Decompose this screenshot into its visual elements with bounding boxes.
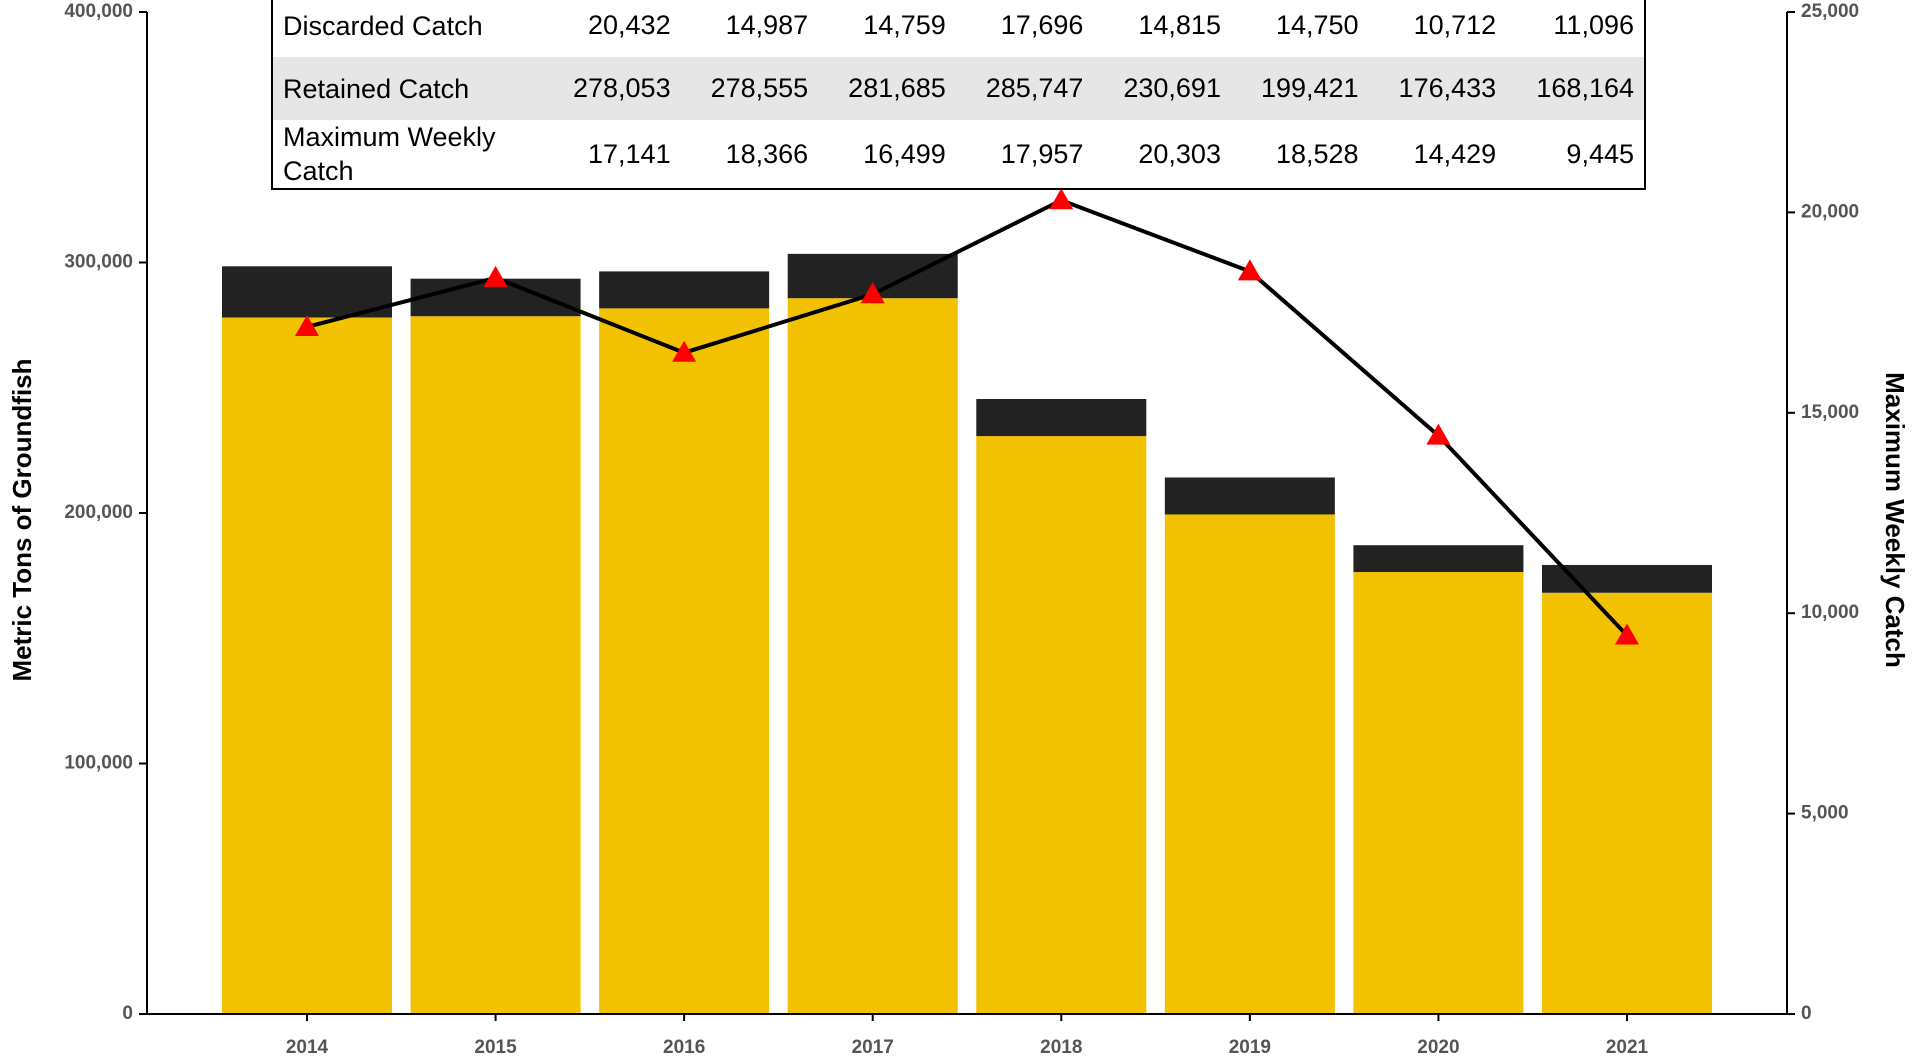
table-cell: 14,815 (1138, 10, 1221, 40)
table-cell: Discarded Catch (283, 10, 483, 41)
table-cell: Retained Catch (283, 73, 470, 104)
y2-tick-label: 15,000 (1801, 402, 1859, 423)
bar-segment (1353, 545, 1524, 573)
table-cell: 230,691 (1123, 73, 1221, 103)
y-tick-label: 100,000 (64, 753, 133, 774)
bar-segment (599, 308, 770, 1014)
line-marker (1615, 623, 1639, 645)
y-tick-label: 0 (122, 1003, 133, 1024)
y2-tick-label: 20,000 (1801, 201, 1859, 222)
y-tick-label: 400,000 (64, 1, 133, 22)
data-table: Discarded Catch 20,432 14,987 14,759 17,696 1… (271, 0, 1646, 190)
line-marker (672, 340, 697, 362)
x-tick-label: 2018 (1040, 1037, 1082, 1058)
line-series (306, 198, 1629, 637)
bar-segment (222, 317, 392, 1014)
bar-segment (599, 271, 770, 309)
table-cell: 14,750 (1275, 10, 1359, 40)
y2-tick-label: 5,000 (1801, 803, 1849, 824)
table-cell: 176,433 (1398, 73, 1497, 103)
y2-tick-label: 25,000 (1801, 1, 1859, 22)
table-row: Maximum Weekly Catch 17,141 18,366 16,499 17… (272, 120, 1645, 189)
x-tick-label: 2016 (663, 1037, 705, 1058)
bar-segment (1542, 592, 1712, 1014)
table-cell: 168,164 (1536, 73, 1634, 103)
x-tick-label: 2015 (474, 1037, 517, 1058)
table-cell: 278,555 (710, 73, 809, 103)
table-cell: 14,987 (725, 10, 809, 40)
table-cell: 14,429 (1413, 138, 1497, 169)
table-cell: 17,957 (1000, 138, 1084, 169)
table-cell: 18,366 (725, 138, 809, 169)
bar-segment (222, 266, 392, 318)
table-cell: 20,303 (1138, 138, 1221, 169)
table-row: Retained Catch 278,053 278,555 281,685 285,7… (272, 57, 1645, 120)
bar-segment (976, 399, 1147, 437)
bar-segment (1164, 514, 1335, 1014)
x-tick-label: 2020 (1417, 1037, 1459, 1058)
table-cell: 281,685 (848, 73, 946, 103)
x-tick-label: 2017 (852, 1037, 894, 1058)
bar-segment (1164, 477, 1335, 515)
table-cell: 10,712 (1413, 10, 1497, 40)
table-cell: 17,696 (1000, 10, 1084, 40)
table-cell: 199,421 (1260, 73, 1359, 103)
x-tick-label: 2019 (1229, 1037, 1271, 1058)
table-cell: 278,053 (572, 73, 671, 103)
y-tick-label: 200,000 (64, 502, 133, 523)
x-tick-label: 2014 (286, 1037, 329, 1058)
y-axis-title: Metric Tons of Groundfish (7, 358, 37, 681)
bar-segment (976, 436, 1147, 1015)
y2-axis-title: Maximum Weekly Catch (1880, 372, 1910, 668)
bar-segment (410, 316, 581, 1014)
table-cell: 285,747 (985, 73, 1084, 103)
table-cell: 9,445 (1566, 138, 1634, 169)
table-cell: Maximum Weekly Catch (283, 122, 496, 186)
line-marker (860, 282, 885, 304)
table-cell: 14,759 (863, 10, 946, 40)
table-cell: 16,499 (863, 138, 946, 169)
y2-tick-label: 10,000 (1801, 602, 1859, 623)
table-cell: 20,432 (588, 10, 671, 40)
line-marker (295, 314, 319, 336)
table-row: Discarded Catch 20,432 14,987 14,759 17,696 1… (272, 0, 1645, 57)
y2-tick-label: 0 (1801, 1003, 1812, 1024)
bar-segment (787, 298, 958, 1015)
y-tick-label: 300,000 (64, 252, 133, 273)
line-marker (1426, 423, 1451, 445)
line-marker (1049, 188, 1074, 210)
table-cell: 17,141 (588, 138, 671, 169)
table-cell: 11,096 (1553, 10, 1634, 40)
bar-segment (1353, 572, 1524, 1014)
table-cell: 18,528 (1275, 138, 1359, 169)
line-marker (483, 265, 508, 287)
bar-segment (1542, 564, 1712, 593)
x-tick-label: 2021 (1606, 1037, 1649, 1058)
line-marker (1237, 259, 1262, 281)
